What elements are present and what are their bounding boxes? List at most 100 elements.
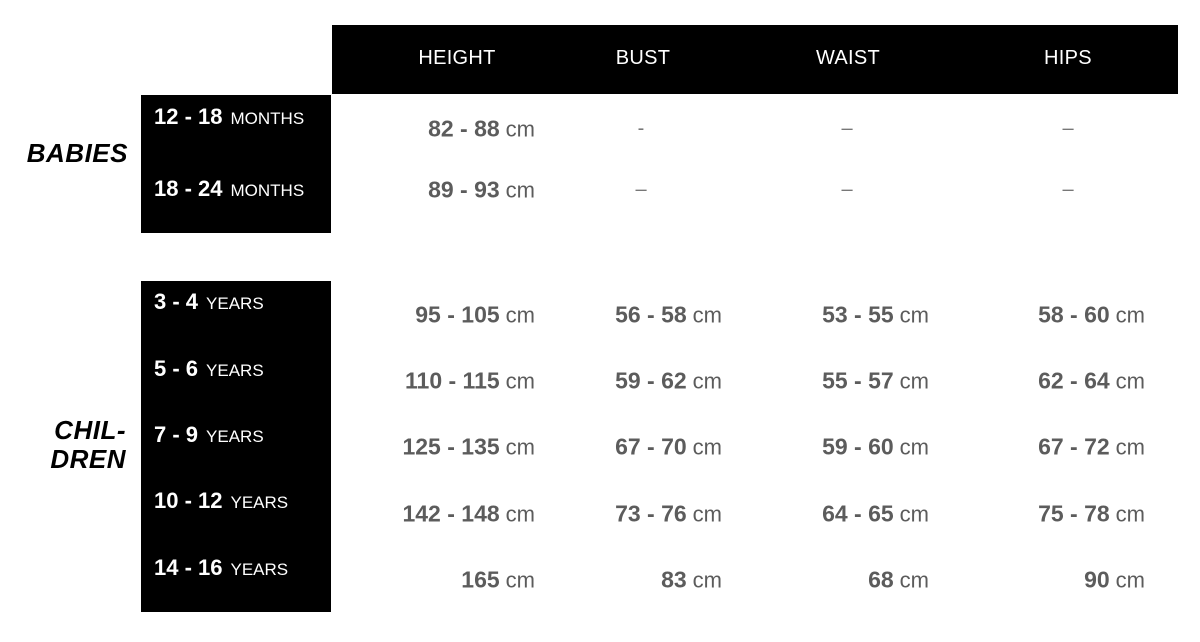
value-unit: cm xyxy=(505,434,535,460)
measurement-cell: 73 - 76 cm xyxy=(615,501,722,528)
value-unit: cm xyxy=(1115,302,1145,328)
group-label-line: DREN xyxy=(50,444,126,474)
age-unit: YEARS xyxy=(206,361,264,380)
measurement-cell: 68 cm xyxy=(868,567,929,594)
value-number: 62 - 64 xyxy=(1038,367,1110,394)
value-unit: cm xyxy=(505,501,535,527)
column-header-waist: WAIST xyxy=(815,47,881,69)
value-number: 125 - 135 xyxy=(402,433,500,460)
measurement-cell: 75 - 78 cm xyxy=(1038,501,1145,528)
value-number: 95 - 105 xyxy=(415,301,500,328)
measurement-cell: – xyxy=(1062,117,1074,140)
age-range: 18 - 24 xyxy=(154,176,223,201)
value-unit: cm xyxy=(1115,368,1145,394)
column-header-bar: HEIGHT BUST WAIST HIPS xyxy=(332,25,1178,94)
column-header-bust: BUST xyxy=(615,47,671,69)
value-unit: cm xyxy=(692,302,722,328)
measurement-cell: 62 - 64 cm xyxy=(1038,368,1145,395)
measurement-cell: 83 cm xyxy=(661,567,722,594)
value-unit: cm xyxy=(505,116,535,142)
measurement-cell: 67 - 72 cm xyxy=(1038,434,1145,461)
value-number: 58 - 60 xyxy=(1038,301,1110,328)
babies-age-box xyxy=(141,95,331,233)
measurement-cell: - xyxy=(637,117,645,140)
measurement-cell: 82 - 88 cm xyxy=(428,116,535,143)
group-label-children: CHIL- DREN xyxy=(50,416,126,474)
group-label-babies: BABIES xyxy=(26,138,128,168)
measurement-cell: 55 - 57 cm xyxy=(822,368,929,395)
age-range: 14 - 16 xyxy=(154,555,223,580)
value-unit: cm xyxy=(899,434,929,460)
age-range: 3 - 4 xyxy=(154,289,199,314)
value-unit: cm xyxy=(505,368,535,394)
age-unit: YEARS xyxy=(206,294,264,313)
children-age-box xyxy=(141,281,331,612)
value-number: 142 - 148 xyxy=(402,500,500,527)
value-unit: cm xyxy=(1115,567,1145,593)
age-range: 5 - 6 xyxy=(154,356,199,381)
value-number: 55 - 57 xyxy=(822,367,894,394)
measurement-cell: – xyxy=(1062,178,1074,201)
age-unit: MONTHS xyxy=(230,109,305,128)
measurement-cell: 90 cm xyxy=(1084,567,1145,594)
measurement-cell: – xyxy=(841,117,853,140)
measurement-cell: 56 - 58 cm xyxy=(615,302,722,329)
column-header-hips: HIPS xyxy=(1044,47,1092,69)
measurement-cell: 89 - 93 cm xyxy=(428,177,535,204)
age-label: 18 - 24 MONTHS xyxy=(154,176,304,202)
value-number: 68 xyxy=(868,566,894,593)
value-number: 73 - 76 xyxy=(615,500,687,527)
value-number: 67 - 72 xyxy=(1038,433,1110,460)
age-label: 5 - 6 YEARS xyxy=(154,356,264,382)
value-unit: cm xyxy=(1115,434,1145,460)
measurement-cell: 110 - 115 cm xyxy=(405,368,535,395)
age-label: 7 - 9 YEARS xyxy=(154,422,264,448)
value-number: 83 xyxy=(661,566,687,593)
value-number: 59 - 60 xyxy=(822,433,894,460)
value-number: 75 - 78 xyxy=(1038,500,1110,527)
age-unit: MONTHS xyxy=(230,181,305,200)
value-unit: cm xyxy=(505,177,535,203)
measurement-cell: 125 - 135 cm xyxy=(402,434,535,461)
value-number: 53 - 55 xyxy=(822,301,894,328)
group-label-line: CHIL- xyxy=(54,415,126,445)
measurement-cell: 59 - 60 cm xyxy=(822,434,929,461)
value-unit: cm xyxy=(692,501,722,527)
value-number: 64 - 65 xyxy=(822,500,894,527)
value-unit: cm xyxy=(692,434,722,460)
value-unit: cm xyxy=(692,567,722,593)
age-range: 12 - 18 xyxy=(154,104,223,129)
measurement-cell: 142 - 148 cm xyxy=(402,501,535,528)
age-label: 14 - 16 YEARS xyxy=(154,555,288,581)
age-range: 7 - 9 xyxy=(154,422,199,447)
measurement-cell: 53 - 55 cm xyxy=(822,302,929,329)
value-number: 90 xyxy=(1084,566,1110,593)
value-unit: cm xyxy=(899,302,929,328)
value-unit: cm xyxy=(899,501,929,527)
value-number: 59 - 62 xyxy=(615,367,687,394)
age-unit: YEARS xyxy=(230,560,289,579)
value-number: 67 - 70 xyxy=(615,433,687,460)
age-label: 12 - 18 MONTHS xyxy=(154,104,304,130)
value-number: 56 - 58 xyxy=(615,301,687,328)
measurement-cell: 67 - 70 cm xyxy=(615,434,722,461)
value-unit: cm xyxy=(899,368,929,394)
measurement-cell: 59 - 62 cm xyxy=(615,368,722,395)
value-number: 110 - 115 xyxy=(405,367,500,394)
measurement-cell: 95 - 105 cm xyxy=(415,302,535,329)
value-number: 165 xyxy=(461,566,500,593)
value-unit: cm xyxy=(1115,501,1145,527)
measurement-cell: – xyxy=(841,178,853,201)
age-label: 3 - 4 YEARS xyxy=(154,289,264,315)
measurement-cell: – xyxy=(635,178,647,201)
measurement-cell: 64 - 65 cm xyxy=(822,501,929,528)
column-header-height: HEIGHT xyxy=(418,47,496,69)
value-number: 89 - 93 xyxy=(428,176,500,203)
value-number: 82 - 88 xyxy=(428,115,500,142)
age-range: 10 - 12 xyxy=(154,488,223,513)
value-unit: cm xyxy=(899,567,929,593)
age-unit: YEARS xyxy=(206,427,264,446)
age-unit: YEARS xyxy=(230,493,289,512)
value-unit: cm xyxy=(505,567,535,593)
